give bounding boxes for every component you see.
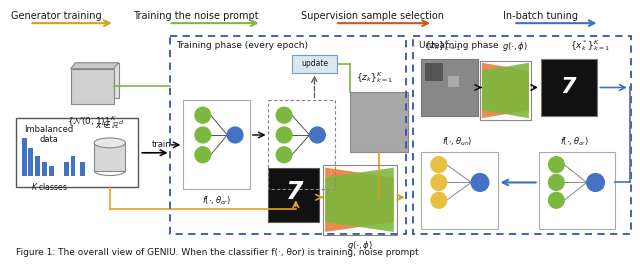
Bar <box>42 162 47 175</box>
Circle shape <box>548 175 564 190</box>
Bar <box>49 166 54 175</box>
Bar <box>268 168 319 222</box>
Text: $f(\cdot, \theta_{un})$: $f(\cdot, \theta_{un})$ <box>442 135 473 148</box>
Bar <box>539 152 615 229</box>
Circle shape <box>195 127 211 143</box>
Polygon shape <box>325 168 394 232</box>
Text: $\{x_k^*\}_{k=1}^K$: $\{x_k^*\}_{k=1}^K$ <box>570 38 610 53</box>
Bar <box>16 118 138 187</box>
Bar <box>425 63 443 81</box>
Text: Unlearning phase: Unlearning phase <box>419 41 499 50</box>
Bar <box>323 165 397 235</box>
Bar <box>76 63 118 98</box>
Text: Imbalanced
data: Imbalanced data <box>24 125 74 144</box>
Bar <box>81 162 85 175</box>
Text: $f(\cdot, \theta_{or})$: $f(\cdot, \theta_{or})$ <box>561 135 589 148</box>
Text: 7: 7 <box>561 77 576 98</box>
Text: $g(\cdot,\phi)$: $g(\cdot,\phi)$ <box>502 40 528 53</box>
Circle shape <box>227 127 243 143</box>
Text: Supervision sample selection: Supervision sample selection <box>301 11 444 21</box>
Bar <box>541 59 598 116</box>
Circle shape <box>431 192 447 208</box>
Bar <box>349 92 408 152</box>
Circle shape <box>310 127 325 143</box>
Circle shape <box>587 174 604 191</box>
Text: $x \in \mathbb{R}^d$: $x \in \mathbb{R}^d$ <box>95 119 125 131</box>
Circle shape <box>431 175 447 190</box>
Text: 7: 7 <box>285 180 303 204</box>
Bar <box>70 156 76 175</box>
Polygon shape <box>482 63 529 118</box>
Text: $\{\mathcal{N}(0,1)\}^K$: $\{\mathcal{N}(0,1)\}^K$ <box>67 115 117 129</box>
Bar <box>480 61 531 120</box>
Text: update: update <box>301 59 328 68</box>
Text: Training the noise prompt: Training the noise prompt <box>133 11 259 21</box>
Polygon shape <box>70 63 118 69</box>
Circle shape <box>548 157 564 173</box>
Text: In-batch tuning: In-batch tuning <box>503 11 578 21</box>
Polygon shape <box>482 63 529 118</box>
Bar <box>421 59 478 116</box>
Text: $f(\cdot, \theta_{or})$: $f(\cdot, \theta_{or})$ <box>202 194 231 207</box>
Bar <box>268 100 335 189</box>
Bar <box>421 152 497 229</box>
Text: $\{z_k\}_{k=1}^K$: $\{z_k\}_{k=1}^K$ <box>424 38 461 53</box>
Text: Training phase (every epoch): Training phase (every epoch) <box>177 41 308 50</box>
Polygon shape <box>325 168 394 232</box>
Bar <box>447 76 460 87</box>
Circle shape <box>276 147 292 163</box>
Circle shape <box>276 107 292 123</box>
Circle shape <box>195 147 211 163</box>
Bar <box>28 148 33 175</box>
Text: train: train <box>152 140 172 149</box>
Bar <box>22 138 26 175</box>
Circle shape <box>431 157 447 173</box>
Text: Figure 1: The overall view of GENIU. When the classifier f(·, θor) is training, : Figure 1: The overall view of GENIU. Whe… <box>16 248 419 257</box>
Bar <box>183 100 250 189</box>
Text: $\{z_k\}_{k=1}^K$: $\{z_k\}_{k=1}^K$ <box>356 70 393 86</box>
Circle shape <box>276 127 292 143</box>
Text: $g(\cdot, \phi)$: $g(\cdot, \phi)$ <box>347 239 372 252</box>
Bar <box>413 36 631 234</box>
Bar <box>292 55 337 73</box>
Circle shape <box>471 174 489 191</box>
Bar <box>170 36 406 234</box>
Bar <box>64 162 68 175</box>
Bar <box>94 143 125 171</box>
Ellipse shape <box>94 138 125 148</box>
Text: Generator training: Generator training <box>11 11 101 21</box>
Text: $K$ classes: $K$ classes <box>31 182 67 192</box>
Bar <box>70 69 114 104</box>
Text: eval: eval <box>293 194 310 203</box>
Circle shape <box>548 192 564 208</box>
Circle shape <box>195 107 211 123</box>
Bar <box>35 156 40 175</box>
